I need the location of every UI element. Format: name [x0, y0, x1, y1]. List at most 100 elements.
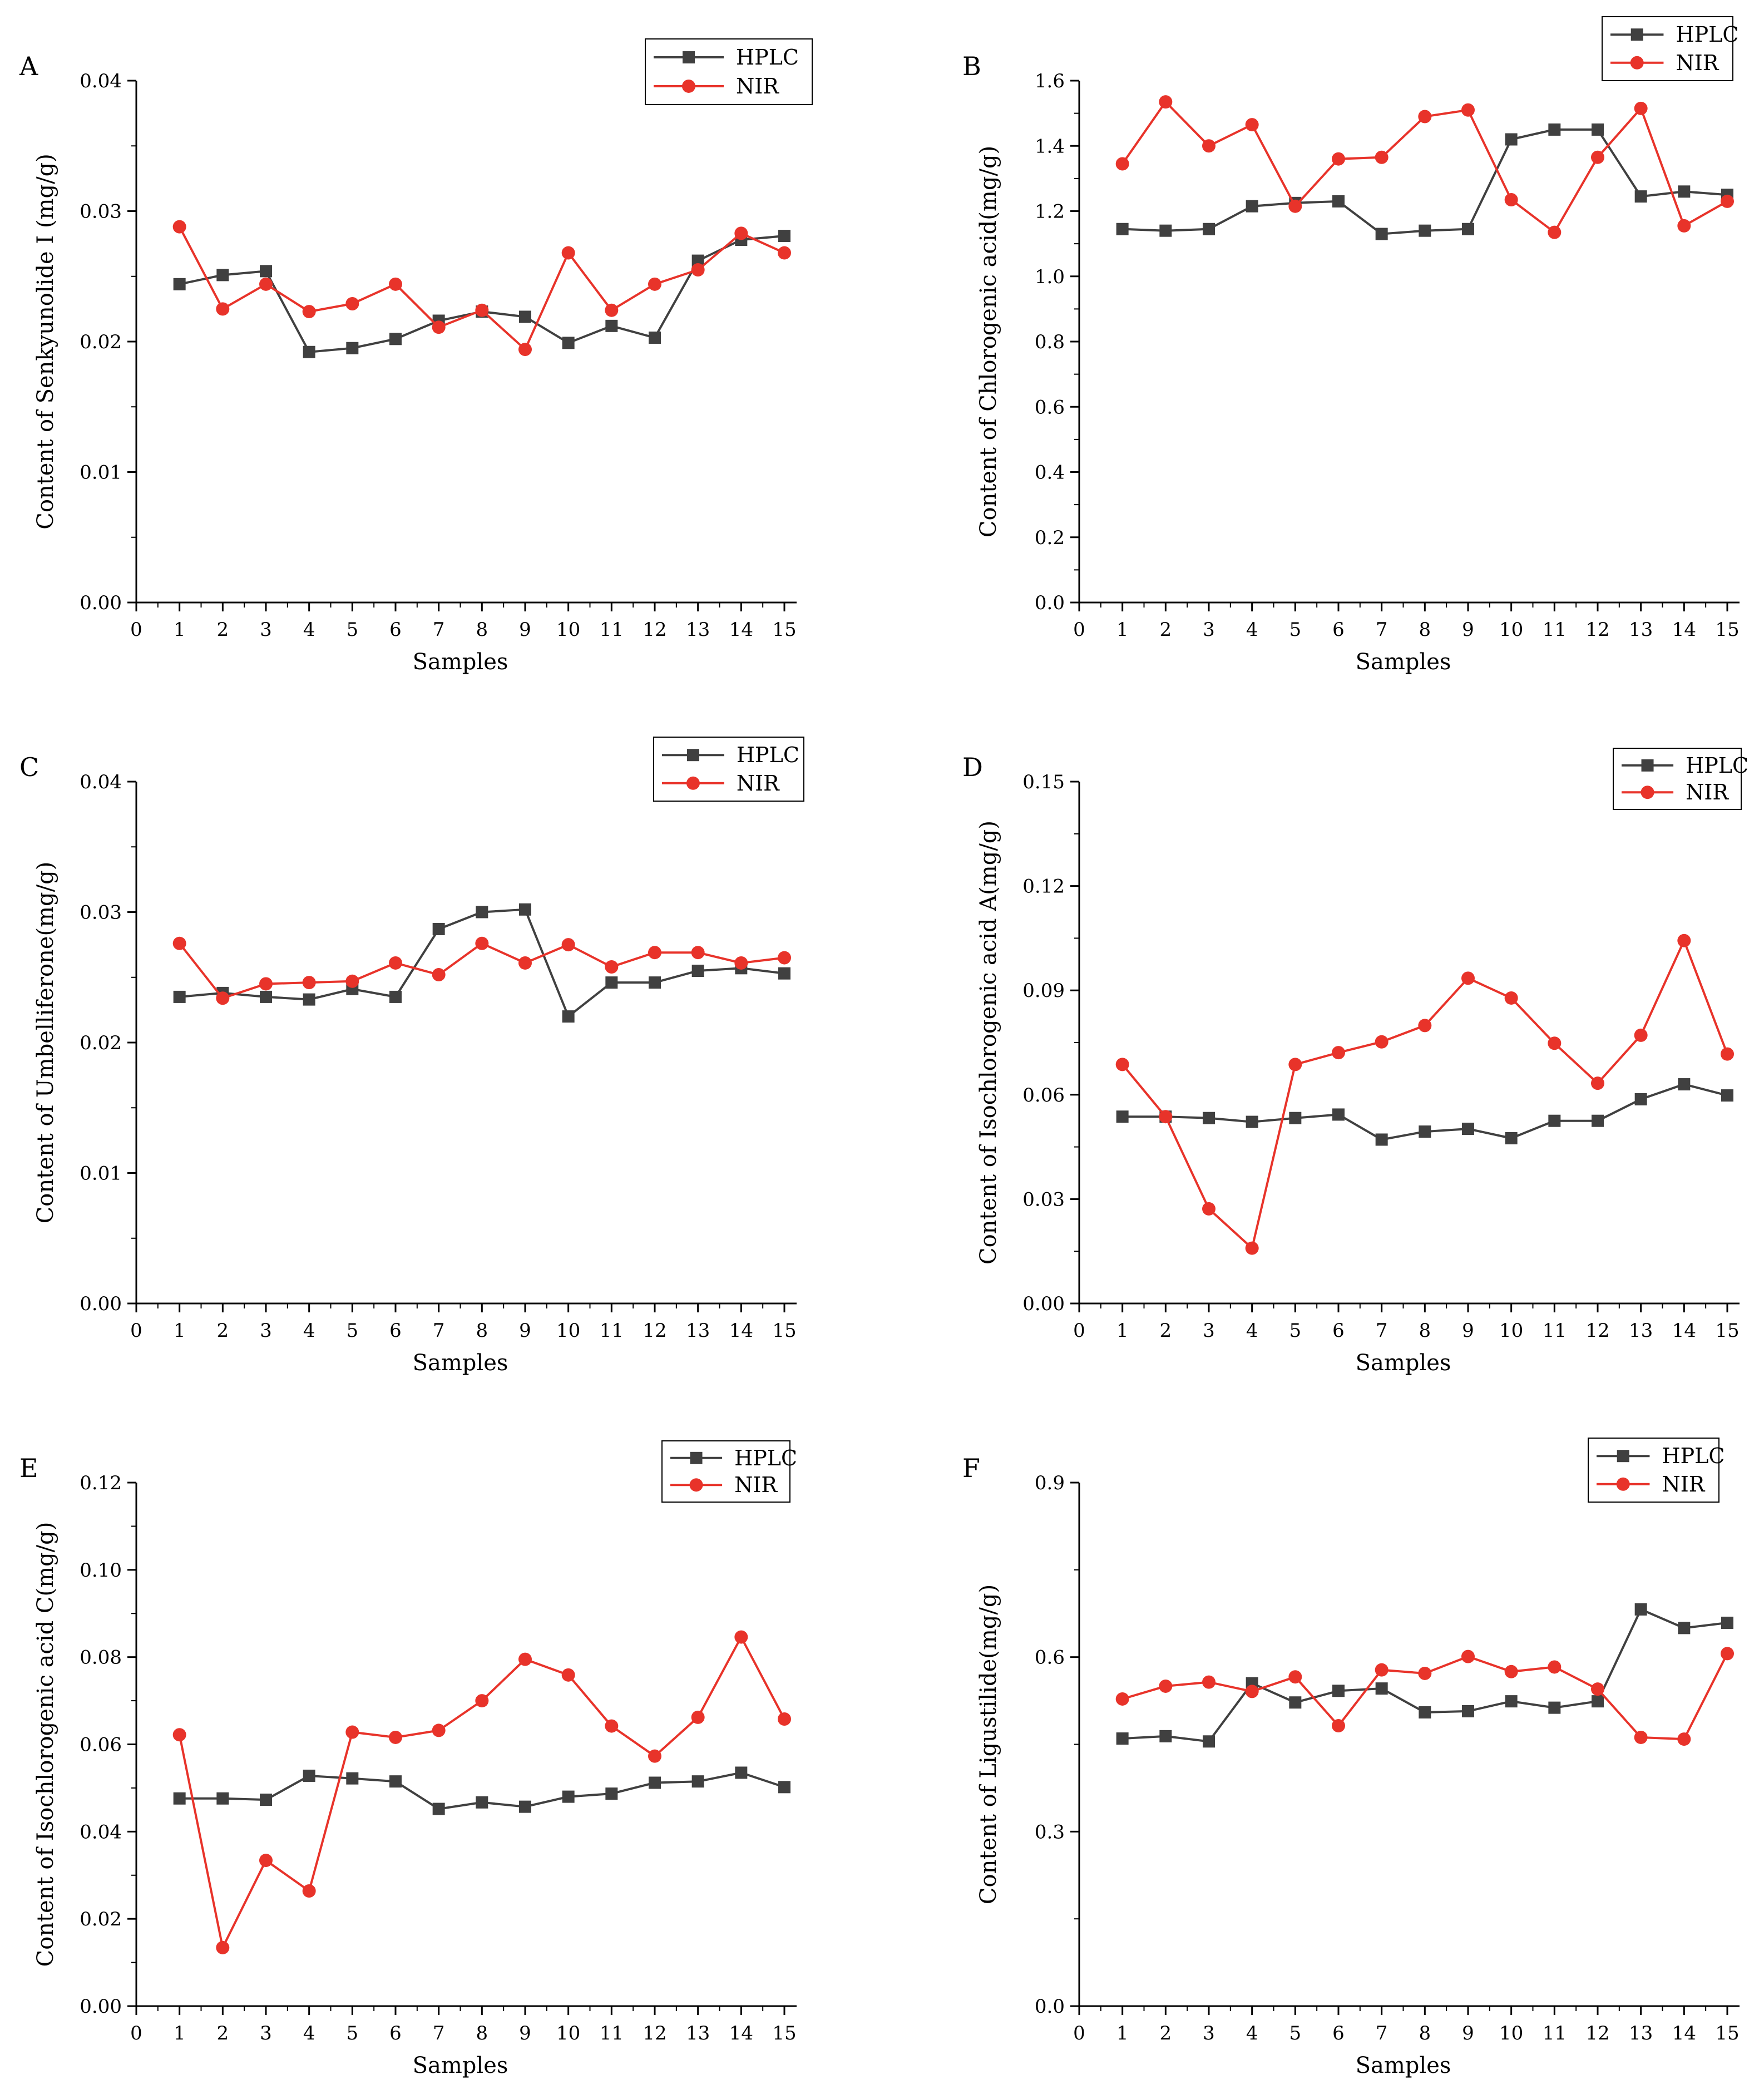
data-point-nir — [475, 303, 489, 317]
x-tick-label: 11 — [600, 2022, 624, 2044]
x-tick-label: 13 — [686, 2022, 710, 2044]
y-tick-label: 0.00 — [1022, 1293, 1065, 1315]
data-point-hplc — [1592, 1114, 1604, 1127]
y-tick-label: 0.6 — [1035, 1647, 1065, 1669]
data-point-hplc — [1289, 1696, 1302, 1709]
x-tick-label: 7 — [433, 619, 445, 641]
y-tick-label: 1.6 — [1035, 70, 1065, 92]
x-tick-label: 2 — [1160, 1320, 1172, 1342]
data-point-hplc — [476, 906, 488, 918]
data-point-hplc — [691, 254, 704, 267]
data-point-hplc — [605, 976, 618, 989]
x-tick-label: 9 — [1462, 1320, 1474, 1342]
x-axis-title: Samples — [413, 1350, 508, 1376]
y-tick-label: 0.8 — [1035, 331, 1065, 353]
x-tick-label: 13 — [686, 619, 710, 641]
data-point-nir — [1634, 101, 1648, 115]
data-point-hplc — [649, 1776, 661, 1789]
data-point-hplc — [1332, 1108, 1345, 1121]
legend-marker-hplc — [1641, 759, 1654, 772]
data-point-nir — [1461, 1649, 1475, 1663]
x-tick-label: 9 — [1462, 2022, 1474, 2044]
x-tick-label: 4 — [303, 2022, 315, 2044]
x-tick-label: 11 — [1543, 2022, 1567, 2044]
data-point-hplc — [1203, 1735, 1215, 1748]
data-point-nir — [1461, 971, 1475, 985]
data-point-hplc — [1721, 1089, 1733, 1102]
x-tick-label: 14 — [729, 619, 753, 641]
x-axis-title: Samples — [1356, 2053, 1451, 2078]
y-tick-label: 0.12 — [1022, 876, 1065, 898]
data-point-hplc — [1332, 1685, 1345, 1697]
data-point-hplc — [389, 1775, 402, 1788]
legend-marker-nir — [686, 776, 700, 790]
data-point-hplc — [649, 331, 661, 344]
data-point-nir — [605, 303, 619, 317]
legend-marker-hplc — [1630, 28, 1643, 41]
x-tick-label: 1 — [1116, 1320, 1129, 1342]
x-tick-label: 0 — [130, 2022, 142, 2044]
data-point-nir — [389, 277, 402, 291]
data-point-hplc — [1246, 1115, 1258, 1128]
x-tick-label: 14 — [729, 1320, 753, 1342]
y-tick-label: 0.10 — [80, 1559, 122, 1582]
data-point-hplc — [1462, 1705, 1474, 1717]
x-tick-label: 8 — [1419, 2022, 1431, 2044]
y-tick-label: 0.02 — [80, 1908, 122, 1930]
x-tick-label: 13 — [1629, 619, 1653, 641]
x-tick-label: 10 — [1499, 1320, 1523, 1342]
x-tick-label: 9 — [519, 619, 531, 641]
x-tick-label: 11 — [600, 1320, 624, 1342]
data-point-nir — [475, 1694, 489, 1708]
legend-label-nir: NIR — [737, 771, 780, 796]
x-tick-label: 8 — [1419, 619, 1431, 641]
data-point-hplc — [1634, 1603, 1647, 1616]
data-point-hplc — [173, 1792, 186, 1805]
legend-box — [661, 1440, 790, 1503]
y-tick-label: 0.0 — [1035, 592, 1065, 614]
data-point-nir — [561, 938, 575, 952]
x-tick-label: 11 — [1543, 1320, 1567, 1342]
data-point-nir — [1634, 1028, 1648, 1042]
data-point-hplc — [778, 1781, 790, 1794]
data-point-nir — [302, 1884, 316, 1898]
x-tick-label: 2 — [1160, 619, 1172, 641]
y-tick-label: 0.01 — [80, 462, 122, 484]
legend-marker-hplc — [690, 1451, 703, 1464]
data-point-nir — [216, 1940, 230, 1954]
data-point-nir — [1591, 1682, 1604, 1696]
data-point-hplc — [562, 337, 575, 349]
data-point-nir — [432, 1723, 446, 1737]
panel-letter: F — [962, 1453, 980, 1483]
legend-marker-hplc — [1617, 1450, 1629, 1463]
data-point-hplc — [1203, 1112, 1215, 1124]
data-point-hplc — [1116, 223, 1129, 235]
data-point-nir — [734, 226, 748, 240]
x-tick-label: 15 — [1715, 2022, 1739, 2044]
x-tick-label: 15 — [1715, 619, 1739, 641]
series-hplc — [173, 230, 790, 358]
x-tick-label: 12 — [1585, 2022, 1609, 2044]
data-point-nir — [1115, 157, 1129, 171]
x-tick-label: 6 — [1332, 619, 1345, 641]
data-point-nir — [1721, 1647, 1734, 1661]
y-tick-label: 1.2 — [1035, 201, 1065, 223]
data-point-hplc — [519, 903, 531, 916]
x-tick-label: 12 — [1585, 619, 1609, 641]
y-tick-label: 0.00 — [80, 1996, 122, 2018]
series-hplc — [173, 903, 790, 1023]
legend-marker-nir — [689, 1478, 703, 1492]
data-point-hplc — [216, 1792, 229, 1805]
x-tick-label: 7 — [433, 1320, 445, 1342]
x-tick-label: 4 — [303, 1320, 315, 1342]
data-point-hplc — [1419, 1125, 1431, 1138]
data-point-hplc — [691, 965, 704, 977]
x-tick-label: 3 — [1203, 2022, 1215, 2044]
chart-panel-e: E0 1 2 3 4 5 6 7 8 9 10 11 12 13 14 150.000.020.040.060… — [19, 1440, 797, 2078]
x-tick-label: 15 — [772, 619, 796, 641]
x-tick-label: 1 — [174, 1320, 186, 1342]
y-tick-label: 0.02 — [80, 1032, 122, 1054]
data-point-nir — [259, 1854, 273, 1868]
